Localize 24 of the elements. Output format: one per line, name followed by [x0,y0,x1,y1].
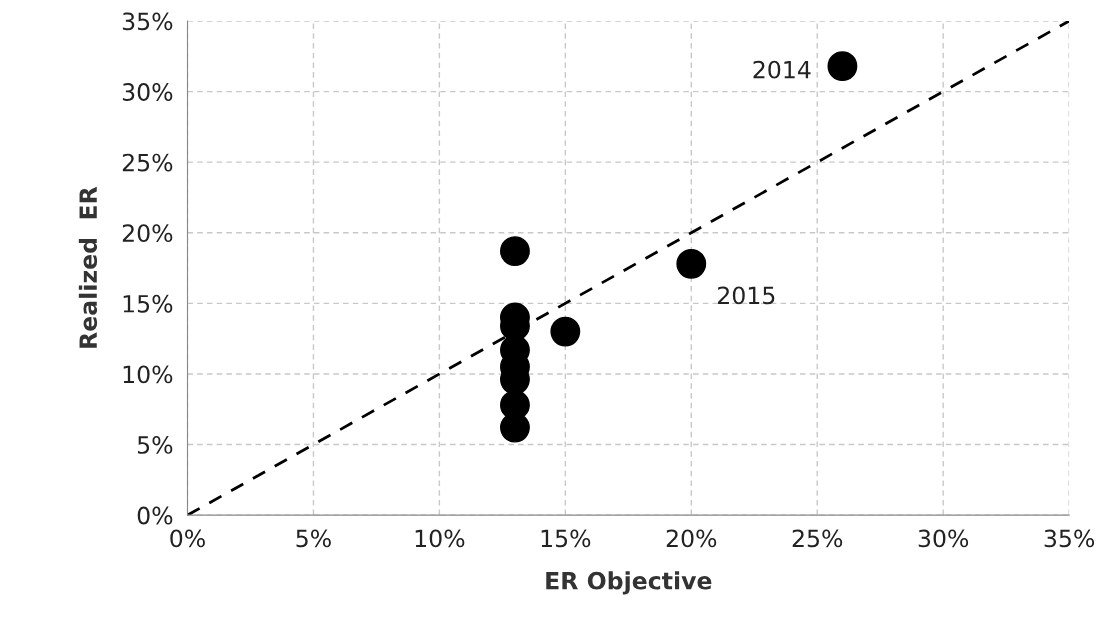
point [500,236,530,267]
y-tick-label: 35% [122,12,173,31]
y-tick-label: 20% [122,224,173,243]
x-tick-label: 20% [666,529,717,548]
x-tick-label: 10% [415,529,465,548]
y-tick-label: 30% [122,83,173,101]
x-tick-label: 5% [296,529,331,548]
x-tick-label: 15% [541,529,591,548]
x-tick-label: 30% [918,529,969,548]
y-tick-label: 10% [123,365,173,384]
point [827,51,858,82]
x-tick-label: 0% [170,529,205,548]
annotation: 2015 [718,286,775,305]
y-tick-label: 15% [123,294,173,313]
annotation: 2014 [753,60,811,79]
point [550,316,581,347]
y-tick-label: 0% [137,506,173,525]
x-tick-label: 25% [792,529,843,548]
x-axis-title: ER Objective [546,571,712,595]
y-tick-label: 25% [122,153,173,172]
y-tick-label: 5% [137,436,173,454]
y-axis-title: Realized ER [78,186,98,348]
point [676,248,707,279]
x-tick-label: 35% [1044,529,1095,548]
